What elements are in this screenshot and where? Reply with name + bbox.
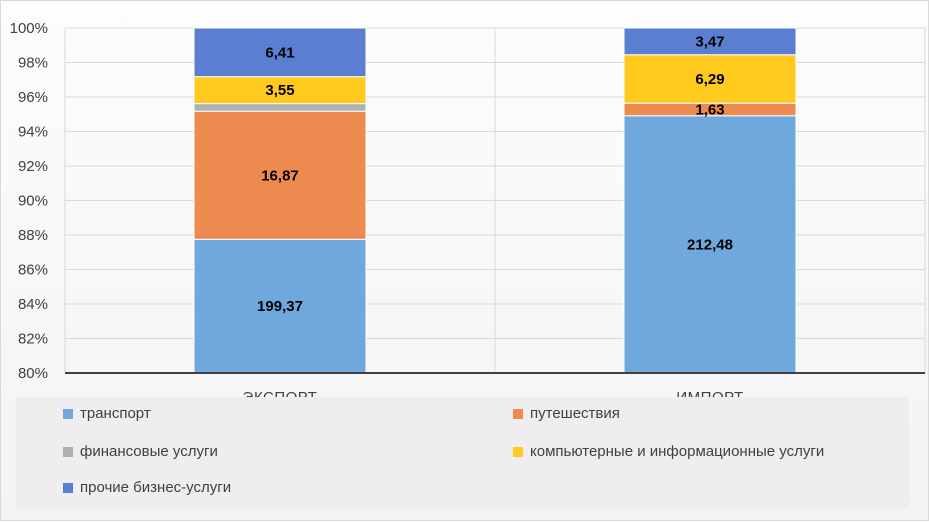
legend-label: компьютерные и информационные услуги [530,443,825,460]
legend-swatch [63,408,73,419]
y-tick-label: 80% [18,365,48,382]
legend-item: путешествия [513,405,620,422]
data-label: 16,87 [261,167,299,184]
y-tick-label: 94% [18,124,48,141]
data-label: 212,48 [687,236,733,253]
data-label: 199,37 [257,298,303,315]
legend-swatch [63,482,73,493]
legend-label: транспорт [80,405,151,422]
y-tick-label: 82% [18,331,48,348]
data-label: 3,55 [265,82,294,99]
y-tick-label: 92% [18,158,48,175]
bar-segment [193,238,367,374]
y-tick-label: 90% [18,193,48,210]
bar-segment [623,115,797,374]
y-tick-label: 98% [18,55,48,72]
y-tick-label: 88% [18,227,48,244]
bar-segment [193,110,367,240]
legend-swatch [513,408,523,419]
data-label: 1,63 [695,101,724,118]
y-tick-label: 86% [18,262,48,279]
data-label: 6,41 [265,44,294,61]
legend-item: компьютерные и информационные услуги [513,443,824,460]
bar-segment [623,27,797,56]
legend-label: финансовые услуги [80,443,218,460]
bar-segment [193,76,367,105]
bar-segment [193,27,367,78]
legend: транспорт путешествия финансовые услуги ком… [16,397,909,509]
y-tick-label: 96% [18,89,48,106]
y-tick-label: 100% [10,20,48,37]
bar-segment [193,103,367,112]
y-tick-label: 84% [18,296,48,313]
legend-swatch [63,446,73,457]
legend-item: прочие бизнес-услуги [63,479,231,496]
legend-swatch [513,446,523,457]
data-label: 3,47 [695,33,724,50]
legend-item: транспорт [63,405,151,422]
legend-label: путешествия [530,405,620,422]
legend-item: финансовые услуги [63,443,218,460]
bar-segment [623,54,797,104]
legend-label: прочие бизнес-услуги [80,479,232,496]
data-label: 6,29 [695,71,724,88]
